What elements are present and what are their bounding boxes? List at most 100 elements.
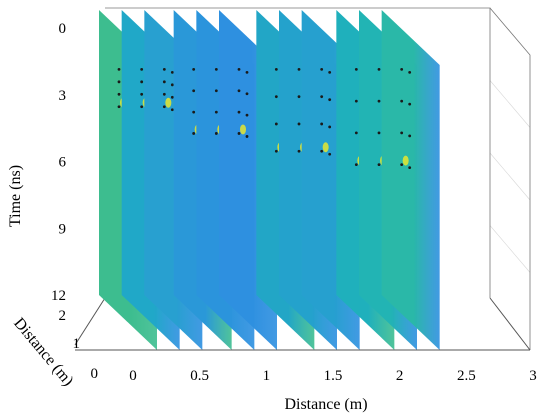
hyperbola-dot — [214, 89, 218, 93]
y-axis-label: Distance (m) — [10, 315, 76, 390]
hyperbola-dot — [237, 89, 241, 93]
hyperbola-dot — [162, 67, 166, 71]
x-tick-label: 1.5 — [324, 368, 343, 384]
hyperbola-dot — [328, 125, 332, 129]
hyperbola-dot — [140, 92, 144, 96]
z-tick-label: 3 — [59, 88, 67, 104]
hyperbola-dot — [170, 95, 174, 99]
floor-right-edge — [489, 297, 531, 351]
hyperbola-dot — [297, 67, 301, 71]
hyperbola-dot — [328, 152, 332, 156]
hyperbola-dot — [354, 67, 358, 71]
hyperbola-dot — [170, 70, 174, 74]
hyperbola-dot — [237, 67, 241, 71]
z-tick-label: 12 — [51, 288, 66, 304]
hyperbola-dot — [320, 122, 324, 126]
hyperbola-dot — [192, 132, 196, 135]
hyperbola-dot — [117, 80, 121, 84]
hyperbola-dot — [408, 102, 412, 106]
hyperbola-dot — [408, 166, 412, 170]
hyperbola-dot — [297, 95, 301, 99]
right-wall-edge — [489, 7, 531, 350]
hyperbola-dot — [214, 67, 218, 71]
axes-box-back — [74, 7, 531, 350]
back-grid — [489, 80, 531, 273]
hyperbola-dot — [377, 163, 381, 167]
x-tick-label: 2 — [396, 368, 404, 384]
hyperbola-dot — [274, 95, 278, 99]
hyperbola-dot — [192, 67, 196, 71]
z-tick-label: 6 — [59, 155, 67, 171]
hyperbola-dot — [140, 67, 144, 71]
hyperbola-dot — [162, 80, 166, 84]
hyperbola-dot — [237, 110, 241, 114]
z-axis-label: Time (ns) — [7, 165, 24, 227]
hyperbola-dot — [162, 105, 166, 109]
hyperbola-dot — [320, 67, 324, 71]
hyperbola-dot — [328, 70, 332, 74]
y-tick-label: 2 — [59, 308, 67, 324]
hyperbola-dot — [192, 89, 196, 93]
y-tick-label: 1 — [73, 336, 81, 352]
back-plane-edge — [105, 7, 491, 298]
hyperbola-dot — [400, 99, 404, 103]
hyperbola-dot — [400, 67, 404, 71]
hyperbola-dot — [117, 67, 121, 71]
slice-face — [381, 10, 440, 350]
hyperbola-apex — [165, 97, 172, 108]
hyperbola-dot — [408, 134, 412, 138]
axes-box-front — [75, 297, 531, 351]
x-tick-label: 0 — [129, 368, 137, 384]
hyperbola-dot — [140, 80, 144, 84]
hyperbola-dot — [328, 98, 332, 102]
hyperbola-dot — [274, 122, 278, 126]
hyperbola-dot — [245, 70, 249, 74]
z-tick-label: 0 — [59, 21, 67, 37]
z-tick-label: 9 — [59, 221, 67, 237]
x-tick-label: 1 — [263, 368, 271, 384]
hyperbola-dot — [400, 131, 404, 135]
hyperbola-dot — [377, 99, 381, 103]
hyperbola-dot — [354, 99, 358, 103]
hyperbola-dot — [162, 92, 166, 96]
x-tick-label: 0.5 — [190, 368, 209, 384]
y-tick-label: 0 — [91, 366, 99, 382]
hyperbola-dot — [274, 149, 278, 153]
hyperbola-dot — [117, 105, 121, 109]
wall-grid-line — [489, 80, 531, 128]
hyperbola-apex — [402, 155, 409, 166]
hyperbola-dot — [192, 110, 196, 114]
x-tick-label: 2.5 — [457, 368, 476, 384]
hyperbola-dot — [245, 113, 249, 117]
hyperbola-dot — [214, 132, 218, 135]
hyperbola-dot — [320, 95, 324, 99]
hyperbola-dot — [245, 135, 249, 138]
hyperbola-dot — [297, 149, 301, 153]
hyperbola-dot — [400, 163, 404, 167]
hyperbola-dot — [140, 105, 144, 109]
wall-grid-line — [489, 152, 531, 201]
hyperbola-dot — [237, 132, 241, 135]
hyperbola-dot — [320, 149, 324, 153]
hyperbola-apex — [240, 124, 246, 135]
hyperbola-dot — [377, 131, 381, 135]
hyperbola-dot — [214, 110, 218, 114]
floor-left-edge — [74, 297, 106, 346]
slice — [381, 10, 440, 350]
hyperbola-dot — [354, 131, 358, 135]
x-tick-label: 3 — [529, 368, 537, 384]
x-axis-label: Distance (m) — [284, 396, 367, 413]
hyperbola-dot — [170, 108, 174, 112]
wall-grid-line — [489, 225, 531, 273]
hyperbola-dot — [274, 67, 278, 71]
hyperbola-dot — [377, 67, 381, 71]
hyperbola-dot — [297, 122, 301, 126]
hyperbola-dot — [354, 163, 358, 167]
hyperbola-apex — [322, 142, 329, 153]
hyperbola-dot — [117, 92, 121, 96]
hyperbola-dot — [245, 92, 249, 96]
hyperbola-dot — [408, 70, 412, 74]
slice-layer — [99, 10, 440, 350]
